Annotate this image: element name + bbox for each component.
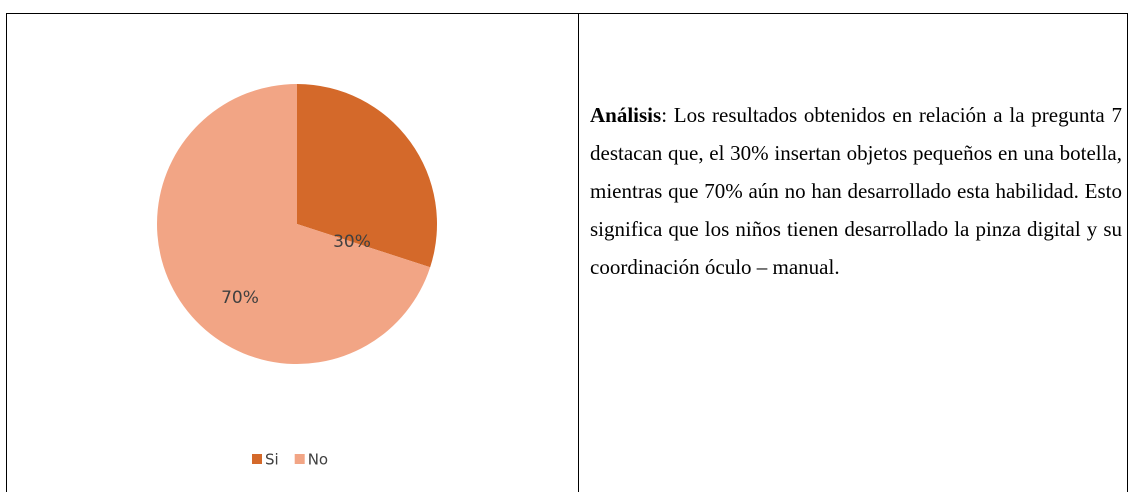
- legend-label: Si: [265, 451, 279, 469]
- pie-slice: [297, 84, 437, 268]
- legend-swatch: [252, 454, 262, 464]
- analysis-text: Análisis: Los resultados obtenidos en re…: [590, 96, 1122, 286]
- legend-swatch: [294, 454, 305, 464]
- legend-label: No: [308, 451, 328, 469]
- cell-divider: [578, 13, 579, 492]
- slice-label: 30%: [333, 232, 371, 252]
- pie-slice: [156, 83, 431, 364]
- slice-label: 70%: [221, 288, 259, 308]
- analysis-heading: Análisis: [590, 103, 662, 127]
- analysis-body: : Los resultados obtenidos en relación a…: [590, 103, 1122, 279]
- table-border: [6, 13, 1128, 492]
- pie-chart: 30% 70% Si No: [156, 83, 437, 469]
